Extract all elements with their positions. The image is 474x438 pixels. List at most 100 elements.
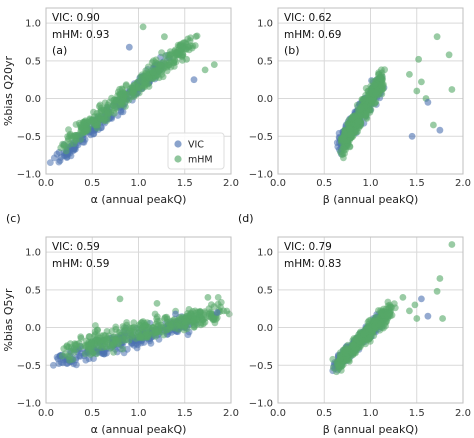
- point-mhm: [363, 110, 370, 118]
- point-mhm: [66, 353, 73, 360]
- point-outlier: [413, 87, 421, 95]
- x-tick-label: 0.0: [38, 178, 54, 189]
- point-vic: [50, 361, 57, 369]
- x-tick-label: 0.5: [84, 408, 100, 419]
- point-mhm: [87, 118, 95, 125]
- x-tick-label: 0.5: [84, 178, 100, 189]
- series-mhm: [58, 294, 231, 364]
- y-tick-label: 1.0: [257, 19, 273, 30]
- x-tick-label: 1.0: [363, 178, 379, 189]
- plot-frame: [277, 7, 464, 175]
- point-outlier: [413, 315, 421, 322]
- point-mhm: [113, 97, 120, 104]
- point-mhm: [158, 324, 165, 331]
- legend-box: [167, 132, 225, 170]
- point-mhm: [137, 333, 145, 341]
- point-mhm: [87, 345, 95, 353]
- panel-3: 0.0 0.5 1.0 1.5 2.0 −1.0 −0.5 0.0 0.5 1.0 α (annua…: [2, 212, 239, 436]
- point-mhm: [174, 317, 182, 324]
- point-mhm: [342, 349, 349, 357]
- point-outlier: [125, 43, 133, 51]
- point-mhm: [125, 324, 133, 331]
- point-mhm: [106, 341, 114, 349]
- point-outlier: [448, 86, 456, 93]
- point-outlier: [116, 295, 124, 303]
- stat-label: VIC: 0.90: [52, 12, 100, 24]
- x-tick-label: 1.0: [131, 408, 147, 419]
- x-tick-label: 2.0: [455, 408, 471, 419]
- x-tick-label: 1.5: [177, 408, 193, 419]
- stat-label: mHM: 0.83: [284, 258, 341, 270]
- point-mhm: [378, 82, 386, 89]
- legend-marker-mhm: [174, 155, 182, 163]
- point-mhm: [80, 121, 88, 129]
- point-outlier: [190, 76, 198, 84]
- point-mhm: [81, 350, 89, 358]
- x-tick-label: 2.0: [455, 178, 471, 189]
- point-mhm: [190, 323, 198, 331]
- point-mhm: [112, 323, 120, 331]
- point-mhm: [142, 322, 150, 329]
- point-mhm: [165, 51, 173, 59]
- point-mhm: [63, 342, 71, 350]
- y-tick-label: 1.0: [257, 248, 273, 259]
- y-tick-label: −1.0: [17, 170, 41, 181]
- point-mhm: [97, 106, 105, 114]
- x-tick-label: 0.5: [316, 408, 332, 419]
- point-mhm: [122, 82, 130, 90]
- point-mhm: [161, 314, 169, 321]
- point-mhm: [360, 330, 367, 338]
- legend: VIC mHM: [167, 132, 225, 170]
- point-mhm: [376, 74, 384, 82]
- stat-label: VIC: 0.62: [284, 12, 332, 24]
- point-mhm: [77, 334, 85, 342]
- panel-label: (c): [6, 212, 21, 225]
- point-outlier: [190, 316, 198, 324]
- x-tick-label: 0.0: [38, 408, 54, 419]
- x-tick-label: 1.5: [409, 178, 425, 189]
- point-mhm: [158, 49, 166, 57]
- point-mhm: [97, 340, 105, 347]
- y-tick-label: 0.5: [25, 285, 41, 296]
- y-tick-label: −0.5: [17, 132, 41, 143]
- point-outlier: [436, 126, 444, 134]
- point-outlier: [424, 312, 432, 320]
- point-mhm: [202, 314, 210, 322]
- point-mhm: [214, 294, 222, 301]
- point-outlier: [210, 61, 218, 68]
- point-outlier: [411, 301, 419, 309]
- plot-frame: [277, 236, 464, 404]
- x-tick-label: 1.5: [177, 178, 193, 189]
- point-vic: [133, 344, 141, 352]
- point-mhm: [168, 320, 176, 328]
- point-mhm: [165, 58, 173, 66]
- point-mhm: [157, 61, 164, 69]
- point-mhm: [116, 91, 124, 99]
- point-mhm: [88, 339, 95, 347]
- point-mhm: [131, 328, 139, 336]
- point-outlier: [220, 307, 228, 315]
- point-mhm: [181, 318, 189, 326]
- point-mhm: [118, 97, 126, 105]
- point-mhm: [159, 73, 167, 81]
- point-mhm: [137, 77, 145, 84]
- point-outlier: [433, 33, 441, 41]
- x-tick-label: 1.0: [131, 178, 147, 189]
- point-mhm: [116, 328, 124, 336]
- point-mhm: [383, 311, 391, 319]
- stat-label: mHM: 0.93: [52, 29, 109, 41]
- point-mhm: [371, 317, 379, 325]
- plot-frame: [45, 7, 232, 175]
- x-tick-label: 2.0: [223, 178, 239, 189]
- point-mhm: [71, 132, 79, 139]
- point-mhm: [357, 104, 365, 112]
- series-mhm-outliers: [406, 33, 456, 140]
- y-tick-label: −0.5: [17, 361, 41, 372]
- stat-label: mHM: 0.59: [52, 258, 109, 270]
- point-mhm: [93, 350, 100, 358]
- x-axis-label: β (annual peakQ): [323, 193, 419, 206]
- y-tick-label: 0.0: [257, 94, 273, 105]
- series-mhm-outliers: [399, 241, 456, 322]
- point-mhm: [152, 320, 160, 328]
